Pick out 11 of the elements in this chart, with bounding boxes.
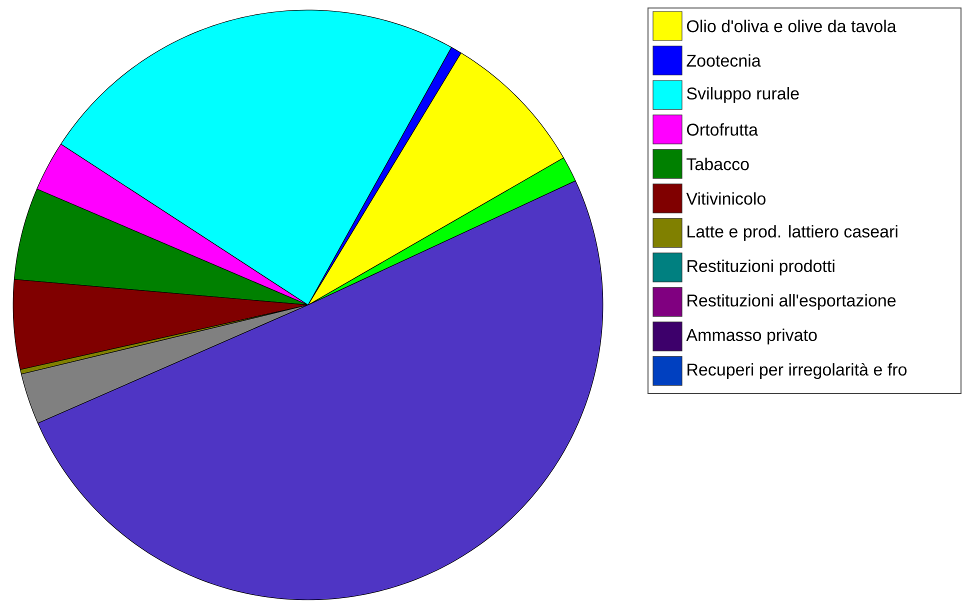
- legend-label: Latte e prod. lattiero caseari: [688, 225, 898, 241]
- legend-label: Zootecnia: [686, 54, 761, 67]
- legend-label: Sviluppo rurale: [686, 87, 799, 103]
- legend-label: Ortofrutta: [687, 123, 758, 136]
- legend-label: Olio d'oliva e olive da tavola: [687, 20, 896, 32]
- legend-label: Recuperi per irregolarità e fro: [688, 362, 907, 380]
- legend-label: Tabacco: [686, 158, 749, 170]
- legend-label: Restituzioni all'esportazione: [688, 294, 896, 310]
- legend-label: Ammasso privato: [686, 328, 817, 344]
- legend-label: Vitivinicolo: [686, 192, 766, 205]
- legend-label: Restituzioni prodotti: [688, 260, 834, 276]
